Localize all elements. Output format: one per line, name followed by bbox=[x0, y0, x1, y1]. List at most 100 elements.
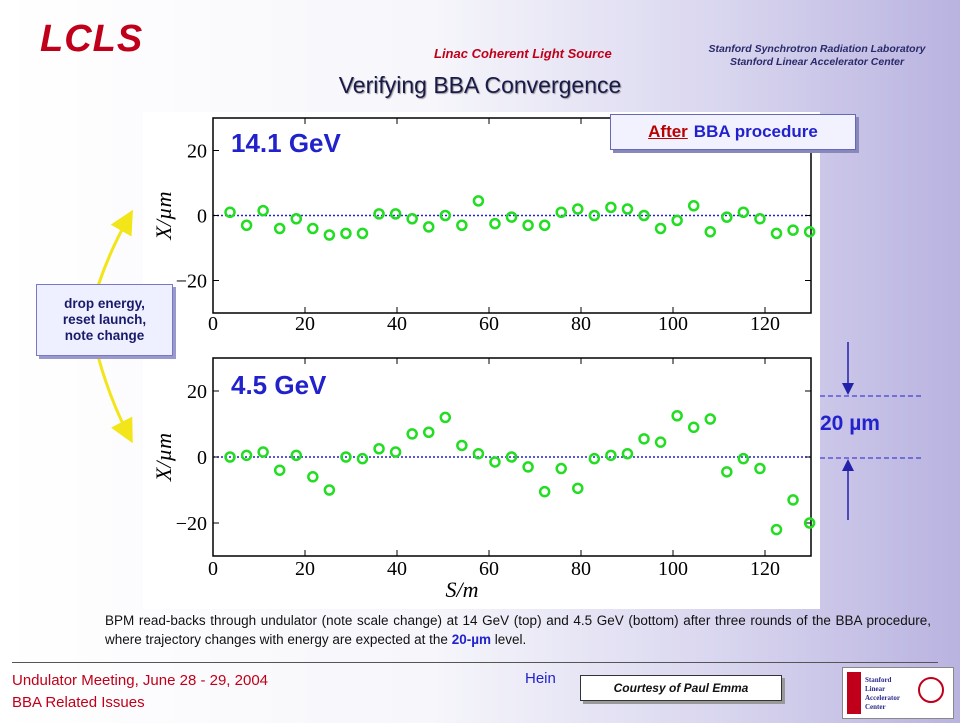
x-tick-label: 60 bbox=[479, 558, 499, 580]
bpm-point bbox=[654, 436, 667, 448]
after-rest: BBA procedure bbox=[693, 122, 818, 141]
x-tick-label: 60 bbox=[479, 313, 499, 335]
bpm-point bbox=[522, 219, 534, 231]
bpm-point bbox=[240, 219, 253, 231]
bpm-point bbox=[538, 485, 551, 498]
bpm-point bbox=[406, 428, 418, 440]
bpm-point bbox=[555, 206, 567, 218]
bpm-point bbox=[323, 484, 336, 496]
bpm-point bbox=[290, 449, 303, 462]
y-tick-label: −20 bbox=[176, 271, 207, 293]
y-tick-label: 20 bbox=[187, 141, 207, 163]
bpm-point bbox=[307, 471, 319, 483]
bpm-point bbox=[439, 411, 452, 424]
bpm-point bbox=[654, 222, 667, 235]
energy-label: 14.1 GeV bbox=[231, 128, 342, 158]
bpm-point bbox=[588, 452, 601, 465]
bpm-point bbox=[323, 229, 336, 241]
svg-text:Accelerator: Accelerator bbox=[865, 694, 900, 702]
bpm-point bbox=[472, 195, 485, 207]
org-line-2: Stanford Linear Accelerator Center bbox=[729, 56, 905, 68]
bpm-point bbox=[389, 446, 402, 458]
footer-mid-line-1: Hein bbox=[525, 670, 556, 687]
x-tick-label: 20 bbox=[295, 313, 315, 335]
y-axis-label: X/µm bbox=[151, 191, 176, 240]
footer-author: Hein bbox=[525, 668, 556, 690]
plot-area: −20 0 20 0 20 40 60 80 100 120 X/µm 14.1 GeV −20 0 20 0… bbox=[143, 112, 820, 609]
x-tick-label: 100 bbox=[658, 313, 688, 335]
x-tick-label: 80 bbox=[571, 558, 591, 580]
bpm-point bbox=[340, 227, 352, 240]
x-tick-label: 120 bbox=[750, 313, 780, 335]
bpm-point bbox=[373, 208, 385, 220]
x-tick-label: 100 bbox=[658, 558, 688, 580]
slac-logo: Stanford Linear Accelerator Center bbox=[842, 667, 954, 719]
bpm-point bbox=[737, 452, 750, 465]
bpm-point bbox=[538, 219, 551, 231]
bpm-point bbox=[638, 433, 650, 445]
bpm-point bbox=[240, 449, 253, 462]
bpm-point bbox=[721, 211, 733, 223]
energy-note: drop energy, reset launch, note change bbox=[36, 284, 173, 356]
bpm-point bbox=[489, 217, 501, 230]
bpm-point bbox=[770, 523, 783, 536]
energy-label: 4.5 GeV bbox=[231, 370, 327, 400]
yellow-arrow-up bbox=[96, 209, 133, 287]
slide-title: Verifying BBA Convergence bbox=[338, 72, 622, 98]
bpm-point bbox=[290, 213, 303, 225]
bpm-point bbox=[257, 446, 269, 458]
bpm-point bbox=[489, 456, 501, 468]
header-subtitle: Linac Coherent Light Source bbox=[434, 46, 612, 61]
x-tick-label: 120 bbox=[750, 558, 780, 580]
bpm-point bbox=[422, 221, 435, 233]
x-tick-label: 0 bbox=[208, 313, 218, 335]
bpm-point bbox=[439, 209, 452, 222]
y-tick-label: −20 bbox=[176, 513, 207, 535]
bpm-point bbox=[505, 211, 518, 223]
bpm-point bbox=[737, 206, 750, 218]
bpm-point bbox=[621, 203, 634, 215]
after-emph: After bbox=[648, 122, 688, 141]
bpm-point bbox=[356, 452, 369, 465]
bpm-point bbox=[224, 206, 236, 218]
bpm-point bbox=[456, 439, 468, 452]
x-axis-label: S/m bbox=[446, 577, 479, 602]
bpm-point bbox=[257, 204, 269, 217]
bpm-point bbox=[505, 451, 518, 463]
footer-line-1: Undulator Meeting, June 28 - 29, 2004 bbox=[12, 672, 269, 689]
x-tick-label: 0 bbox=[208, 558, 218, 580]
courtesy-box: Courtesy of Paul Emma bbox=[580, 675, 782, 701]
bpm-point bbox=[340, 451, 352, 463]
scale-label: 20 µm bbox=[820, 412, 880, 435]
note-line-3: note change bbox=[64, 328, 145, 343]
y-tick-label: 0 bbox=[197, 206, 207, 228]
bpm-point bbox=[522, 461, 534, 473]
yellow-arrow-down bbox=[96, 355, 133, 444]
bpm-point bbox=[422, 426, 435, 438]
bpm-point bbox=[754, 462, 766, 475]
bpm-point bbox=[572, 482, 584, 495]
x-tick-label: 40 bbox=[387, 313, 407, 335]
slac-logo-graphic: Stanford Linear Accelerator Center bbox=[847, 672, 944, 714]
bpm-point bbox=[704, 413, 717, 425]
bpm-point bbox=[787, 224, 799, 236]
chart-panel-1: −20 0 20 0 20 40 60 80 100 120 X/µm S/m 4.5 GeV bbox=[151, 357, 816, 602]
bpm-point bbox=[406, 213, 418, 225]
bpm-point bbox=[787, 494, 799, 506]
header-org: Stanford Synchrotron Radiation Laborator… bbox=[692, 43, 942, 69]
bpm-point bbox=[472, 447, 485, 460]
footer-line-2: BBA Related Issues bbox=[12, 694, 145, 711]
x-tick-label: 40 bbox=[387, 558, 407, 580]
svg-text:Center: Center bbox=[865, 703, 886, 711]
bpm-point bbox=[456, 219, 468, 231]
bpm-point bbox=[621, 447, 634, 460]
bpm-point bbox=[721, 466, 733, 478]
bpm-point bbox=[803, 517, 816, 529]
y-tick-label: 20 bbox=[187, 381, 207, 403]
bpm-point bbox=[555, 462, 567, 475]
bpm-point bbox=[754, 213, 766, 225]
bpm-point bbox=[605, 449, 617, 462]
